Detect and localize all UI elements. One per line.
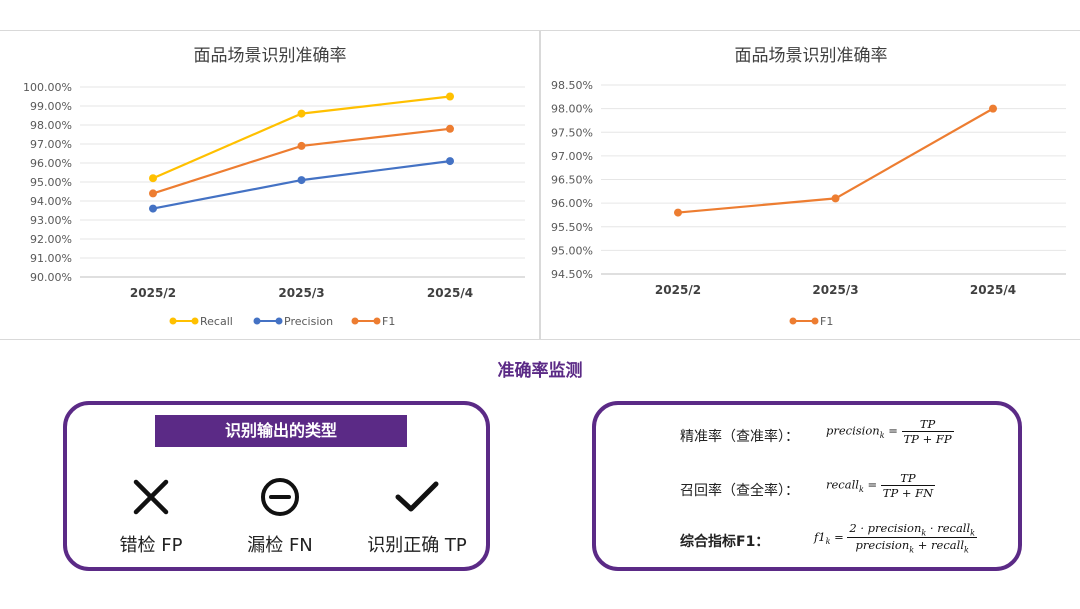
left-chart-series-precision-point bbox=[149, 204, 157, 213]
right-chart-series-f1-point bbox=[674, 208, 682, 217]
left-chart-ytick-label: 98.00% bbox=[30, 119, 72, 132]
f1-formula: f1k = 2 · precisionk · recallk precision… bbox=[814, 521, 978, 555]
right-chart-ytick-label: 95.50% bbox=[551, 221, 593, 234]
type-item-tp: 识别正确 TP bbox=[347, 477, 487, 557]
left-chart-ytick-label: 90.00% bbox=[30, 271, 72, 284]
check-icon bbox=[395, 481, 439, 512]
cross-icon bbox=[133, 479, 169, 515]
right-chart-legend-label: F1 bbox=[820, 315, 833, 328]
left-chart-title: 面品场景识别准确率 bbox=[194, 46, 347, 66]
recall-row: 召回率（查全率）： recallk = TP TP + FN bbox=[596, 467, 1018, 507]
left-chart-legend-swatch-dot bbox=[373, 317, 381, 325]
right-chart-ytick-label: 95.00% bbox=[551, 244, 593, 257]
chart-left-svg: 面品场景识别准确率 100.00% 99.00% 98.00% 97.00% 96.00%… bbox=[23, 46, 525, 328]
right-chart-ytick-label: 96.00% bbox=[551, 197, 593, 210]
left-chart-ytick-label: 96.00% bbox=[30, 157, 72, 170]
left-chart-ytick-label: 100.00% bbox=[23, 81, 72, 94]
right-chart-ytick-label: 97.00% bbox=[551, 150, 593, 163]
left-chart-legend-swatch-dot bbox=[191, 317, 199, 325]
recall-label: 召回率（查全率）： bbox=[680, 483, 799, 499]
recall-formula: recallk = TP TP + FN bbox=[826, 471, 936, 500]
left-chart-series-precision-point bbox=[446, 157, 454, 166]
left-chart-ytick-label: 91.00% bbox=[30, 252, 72, 265]
right-chart-legend-swatch-dot bbox=[789, 317, 797, 325]
left-chart-ytick-label: 99.00% bbox=[30, 100, 72, 113]
right-chart-series-f1-point bbox=[989, 104, 997, 113]
right-chart-ytick-label: 96.50% bbox=[551, 174, 593, 187]
left-chart-series-f1-point bbox=[297, 141, 306, 150]
left-chart-series-recall-point bbox=[149, 174, 157, 183]
chart-left-panel: 面品场景识别准确率 100.00% 99.00% 98.00% 97.00% 96.00%… bbox=[0, 30, 540, 340]
right-chart-legend-swatch-dot bbox=[811, 317, 819, 325]
chart-right-panel: 面品场景识别准确率 98.50% 98.00% 97.50% 97.00% 96.50% 9… bbox=[540, 30, 1080, 340]
left-chart-ytick-label: 94.00% bbox=[30, 195, 72, 208]
left-chart-series-recall-point bbox=[297, 109, 306, 118]
f1-label: 综合指标F1： bbox=[680, 534, 770, 550]
right-chart-ytick-label: 94.50% bbox=[551, 268, 593, 281]
f1-row: 综合指标F1： f1k = 2 · precisionk · recallk p… bbox=[596, 519, 1018, 559]
right-chart-ytick-label: 97.50% bbox=[551, 126, 593, 139]
left-chart-xtick-label: 2025/2 bbox=[130, 286, 176, 300]
minus-circle-icon bbox=[261, 478, 299, 516]
left-chart-legend-label: Precision bbox=[284, 315, 333, 328]
right-chart-series-f1-point bbox=[831, 194, 840, 203]
precision-row: 精准率（查准率）： precisionk = TP TP + FP bbox=[596, 413, 1018, 453]
formulas-card: 精准率（查准率）： precisionk = TP TP + FP 召回率（查全率… bbox=[592, 401, 1022, 571]
right-chart-ytick-label: 98.00% bbox=[551, 103, 593, 116]
left-chart-xtick-label: 2025/4 bbox=[427, 286, 473, 300]
right-chart-xtick-label: 2025/3 bbox=[812, 283, 858, 297]
left-chart-ytick-label: 93.00% bbox=[30, 214, 72, 227]
left-chart-legend-swatch-dot bbox=[351, 317, 359, 325]
right-chart-xtick-label: 2025/4 bbox=[970, 283, 1016, 297]
left-chart-legend-swatch-dot bbox=[253, 317, 261, 325]
type-label-tp: 识别正确 TP bbox=[367, 535, 467, 556]
right-chart-ytick-label: 98.50% bbox=[551, 79, 593, 92]
left-chart-ytick-label: 92.00% bbox=[30, 233, 72, 246]
type-label-fp: 错检 FP bbox=[119, 535, 183, 556]
section-title: 准确率监测 bbox=[497, 361, 583, 381]
left-chart-legend-label: F1 bbox=[382, 315, 395, 328]
type-item-fn: 漏检 FN bbox=[210, 477, 350, 557]
right-chart-title: 面品场景识别准确率 bbox=[735, 46, 888, 66]
type-item-fp: 错检 FP bbox=[81, 477, 221, 557]
left-chart-series-recall-point bbox=[446, 92, 454, 101]
right-chart-xtick-label: 2025/2 bbox=[655, 283, 701, 297]
chart-right-svg: 面品场景识别准确率 98.50% 98.00% 97.50% 97.00% 96.50% 9… bbox=[551, 46, 1066, 328]
output-types-card: 识别输出的类型 错检 FP 漏检 FN 识别正确 TP bbox=[63, 401, 490, 571]
left-chart-series-f1-point bbox=[446, 124, 454, 133]
left-chart-ytick-label: 95.00% bbox=[30, 176, 72, 189]
left-chart-legend-swatch-dot bbox=[169, 317, 177, 325]
left-chart-series-f1-point bbox=[149, 189, 157, 198]
left-chart-legend-label: Recall bbox=[200, 315, 233, 328]
precision-formula: precisionk = TP TP + FP bbox=[826, 417, 954, 446]
types-banner: 识别输出的类型 bbox=[155, 415, 407, 447]
precision-label: 精准率（查准率）： bbox=[680, 429, 799, 445]
left-chart-legend-swatch-dot bbox=[275, 317, 283, 325]
left-chart-ytick-label: 97.00% bbox=[30, 138, 72, 151]
left-chart-xtick-label: 2025/3 bbox=[278, 286, 324, 300]
type-label-fn: 漏检 FN bbox=[247, 535, 313, 556]
left-chart-series-precision-point bbox=[297, 176, 306, 185]
